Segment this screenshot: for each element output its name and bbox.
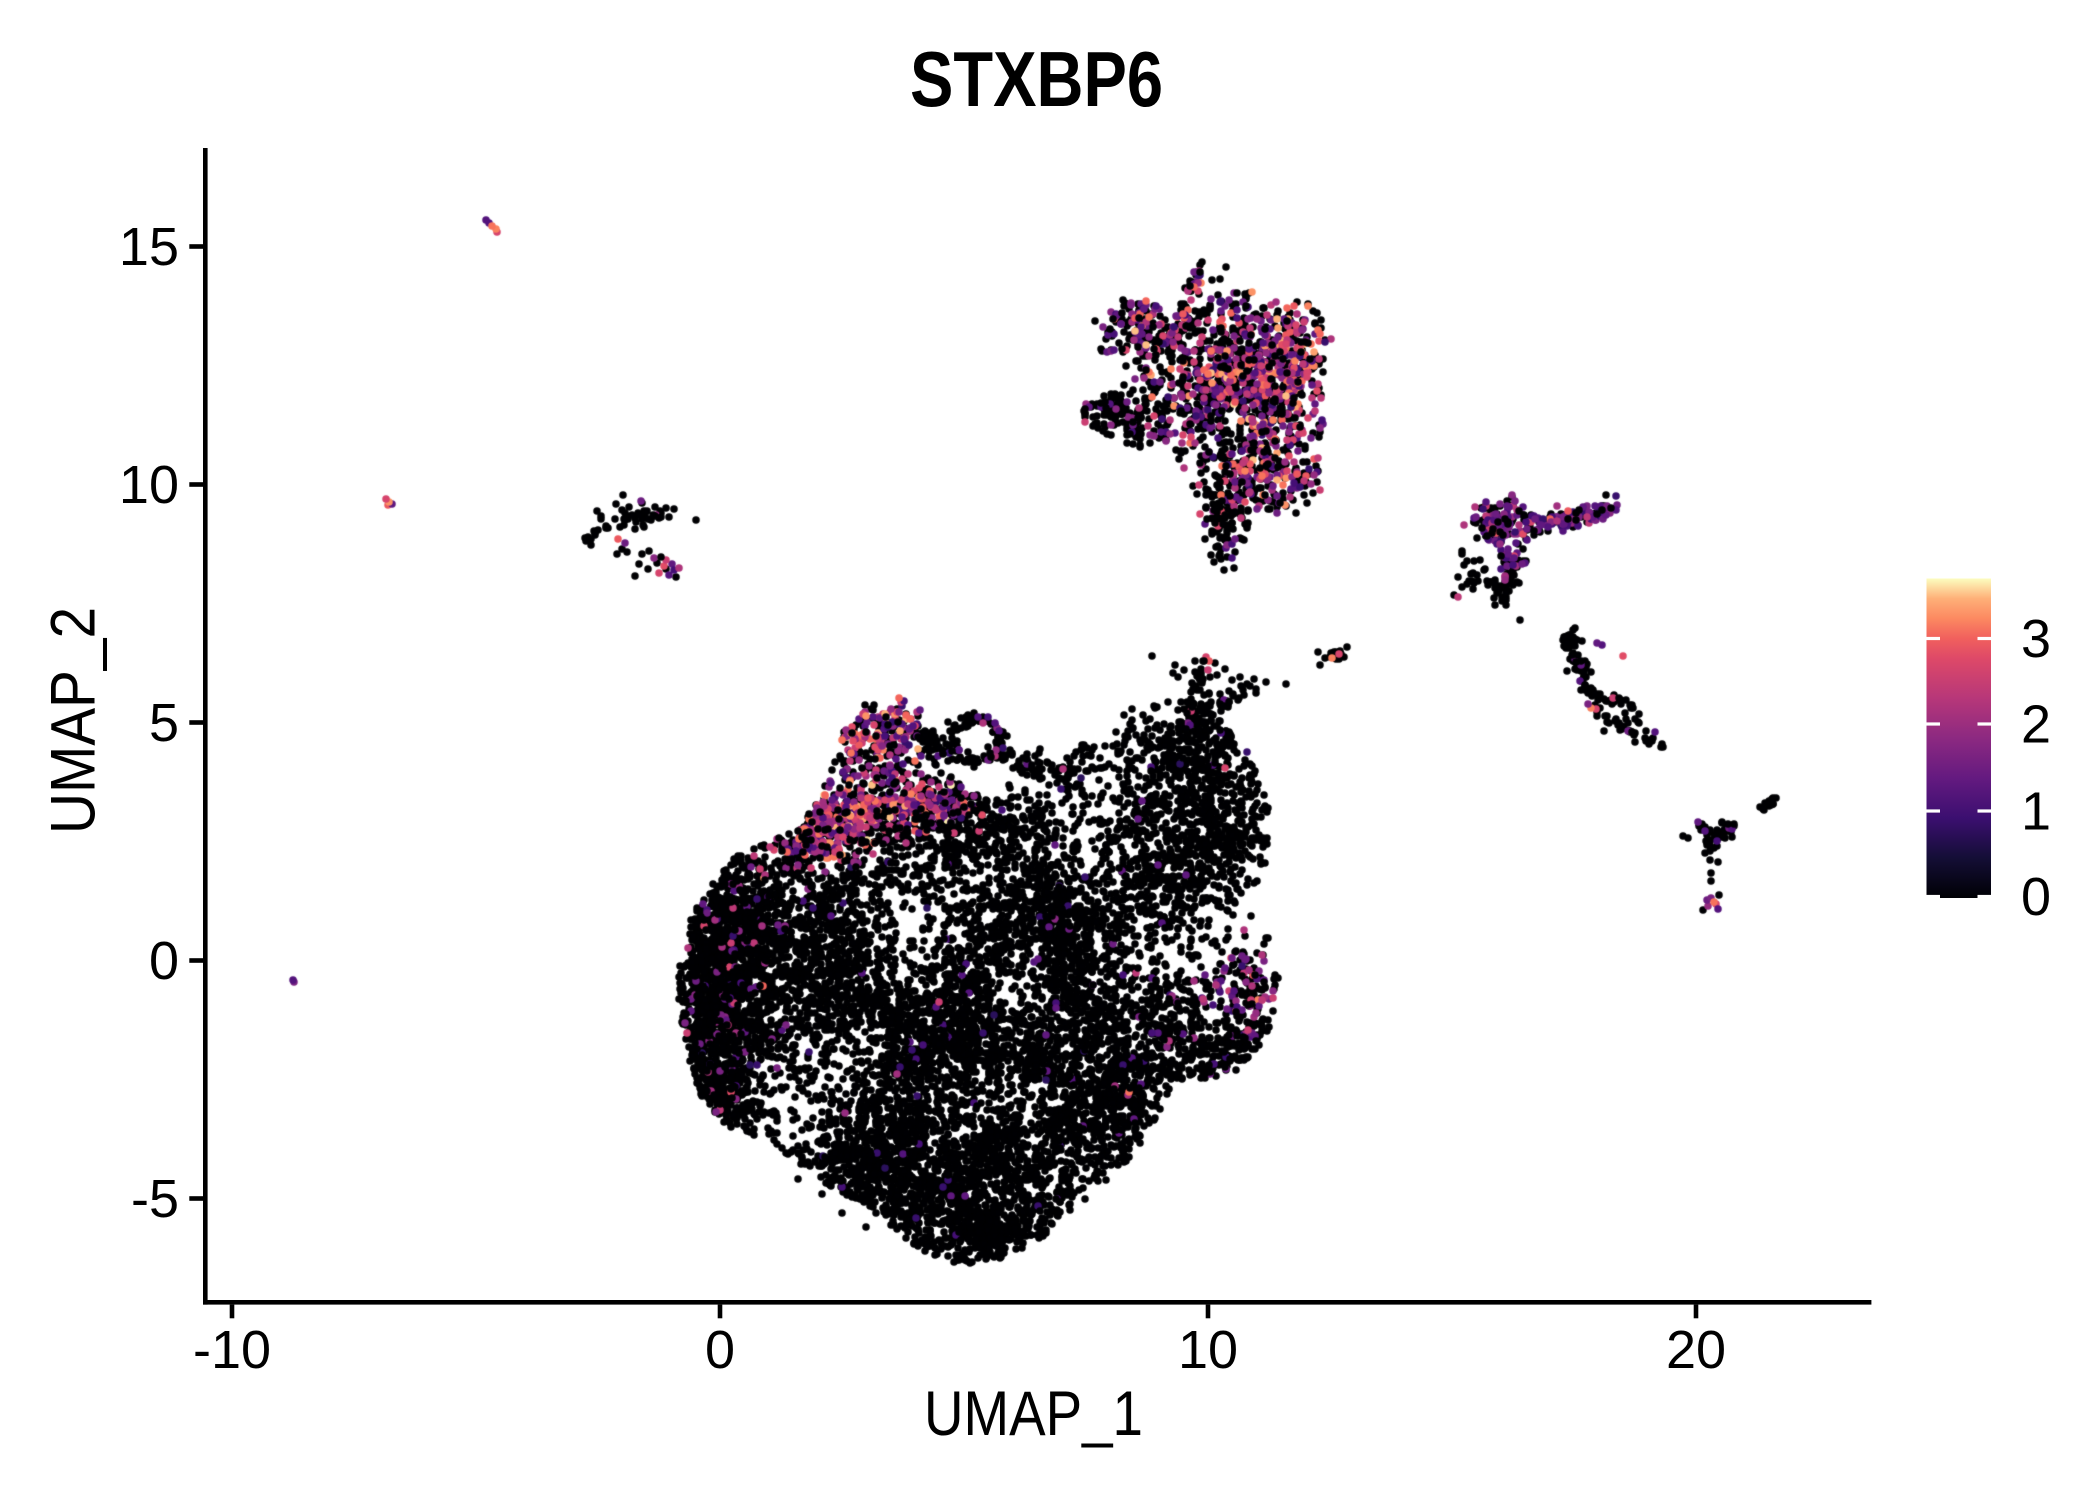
svg-text:2: 2 — [2021, 695, 2051, 755]
svg-text:10: 10 — [119, 455, 179, 515]
svg-text:UMAP_2: UMAP_2 — [39, 607, 109, 834]
svg-text:-10: -10 — [193, 1320, 271, 1380]
svg-text:-5: -5 — [131, 1169, 179, 1229]
svg-text:20: 20 — [1666, 1320, 1726, 1380]
svg-text:1: 1 — [2021, 782, 2051, 842]
svg-text:0: 0 — [149, 931, 179, 991]
svg-text:UMAP_1: UMAP_1 — [924, 1379, 1143, 1449]
svg-text:10: 10 — [1178, 1320, 1238, 1380]
svg-text:0: 0 — [705, 1320, 735, 1380]
svg-text:0: 0 — [2021, 867, 2051, 927]
svg-text:STXBP6: STXBP6 — [910, 35, 1163, 123]
svg-text:3: 3 — [2021, 609, 2051, 669]
svg-text:5: 5 — [149, 693, 179, 753]
svg-text:15: 15 — [119, 217, 179, 277]
